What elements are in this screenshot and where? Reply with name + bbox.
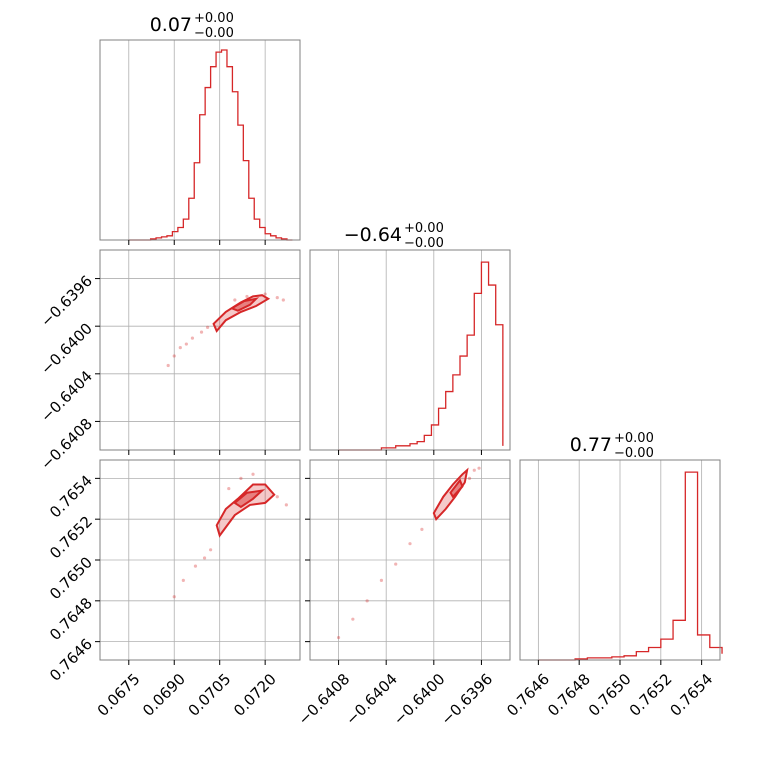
x-tick-label: −0.6408	[295, 670, 354, 729]
sample-point	[193, 564, 198, 568]
sample-point	[275, 495, 279, 499]
sample-point	[199, 330, 204, 334]
sample-point	[275, 296, 279, 300]
histogram-frame-1	[309, 249, 511, 451]
sample-point	[184, 342, 188, 346]
sample-point	[190, 336, 195, 340]
histogram-grid-1	[338, 250, 482, 450]
histogram-grid-2	[537, 460, 703, 660]
y-tick-label: −0.6400	[37, 319, 96, 378]
y-tick-label: 0.7650	[46, 553, 96, 603]
contour-inner	[449, 478, 464, 499]
histogram-step-1	[338, 261, 504, 451]
y-tick-label: 0.7654	[46, 472, 96, 522]
sample-point	[351, 617, 355, 621]
sample-point	[284, 503, 288, 507]
histogram-panel-0: 0.07 +0.00−0.00	[99, 11, 301, 245]
y-tick-label: 0.7646	[46, 635, 96, 685]
param-title-value: −0.64	[344, 224, 402, 246]
sample-point	[379, 578, 384, 583]
x-tick-label: −0.6396	[437, 670, 496, 729]
y-tick-label: −0.6404	[37, 367, 96, 426]
sample-point	[172, 595, 176, 599]
contour-inner	[229, 297, 260, 312]
param-title-plus: +0.00	[194, 11, 234, 26]
histogram-frame-0	[99, 39, 301, 241]
param-title-plus: +0.00	[614, 431, 654, 446]
sample-point	[365, 599, 369, 603]
sample-point	[233, 298, 237, 302]
sample-point	[202, 556, 207, 560]
sample-point	[251, 472, 255, 476]
contour-outer	[432, 467, 469, 522]
histogram-step-2	[538, 471, 723, 661]
scatter-grid-0	[100, 250, 300, 450]
contour-outer	[215, 483, 276, 538]
y-tick-label: 0.7648	[46, 594, 96, 644]
sample-point	[205, 325, 210, 329]
scatter-grid-1	[100, 460, 300, 660]
x-tick-label: 0.7654	[667, 670, 717, 720]
param-title-minus: −0.00	[404, 236, 444, 251]
sample-point	[181, 578, 185, 583]
x-tick-label: −0.6400	[390, 670, 449, 729]
param-title-value: 0.07	[150, 14, 192, 36]
x-tick-label: 0.0720	[230, 670, 280, 720]
contour-outer	[212, 294, 271, 333]
y-tick-label: 0.7652	[46, 512, 96, 562]
x-tick-label: 0.7646	[503, 670, 553, 720]
y-tick-label: −0.6408	[37, 415, 96, 474]
sample-point	[394, 562, 398, 566]
histogram-grid-0	[128, 40, 266, 240]
param-title-minus: −0.00	[614, 446, 654, 461]
sample-point	[209, 548, 213, 552]
scatter-grid-2	[310, 460, 510, 660]
y-tick-label: −0.6396	[37, 272, 96, 331]
sample-point	[166, 363, 170, 368]
sample-point	[467, 476, 472, 480]
x-tick-label: 0.7652	[626, 670, 676, 720]
sample-point	[239, 476, 243, 480]
x-tick-label: 0.7650	[585, 670, 635, 720]
sample-point	[408, 542, 412, 546]
histogram-panel-2: 0.77 +0.00−0.00	[519, 431, 723, 665]
x-tick-label: 0.7648	[544, 670, 594, 720]
sample-point	[245, 294, 249, 299]
param-title-minus: −0.00	[194, 26, 234, 41]
sample-point	[178, 346, 182, 350]
histogram-panel-1: −0.64 +0.00−0.00	[309, 221, 511, 455]
x-tick-label: 0.0675	[94, 670, 144, 720]
sample-point	[420, 527, 424, 531]
sample-point	[281, 298, 285, 302]
sample-point	[227, 486, 231, 491]
histogram-step-0	[128, 49, 293, 241]
scatter-frame-0	[99, 249, 301, 451]
x-tick-label: 0.0690	[139, 670, 189, 720]
sample-point	[472, 468, 476, 472]
scatter-panel-2	[305, 459, 511, 665]
sample-point	[336, 635, 341, 640]
sample-point	[263, 292, 267, 296]
param-title-plus: +0.00	[404, 221, 444, 236]
sample-point	[172, 354, 176, 358]
scatter-panel-0	[95, 249, 301, 455]
x-tick-label: 0.0705	[185, 670, 235, 720]
param-title-value: 0.77	[570, 434, 612, 456]
x-tick-label: −0.6404	[342, 670, 401, 729]
scatter-panel-1	[95, 459, 301, 665]
contour-inner	[233, 489, 266, 509]
sample-point	[477, 466, 481, 470]
